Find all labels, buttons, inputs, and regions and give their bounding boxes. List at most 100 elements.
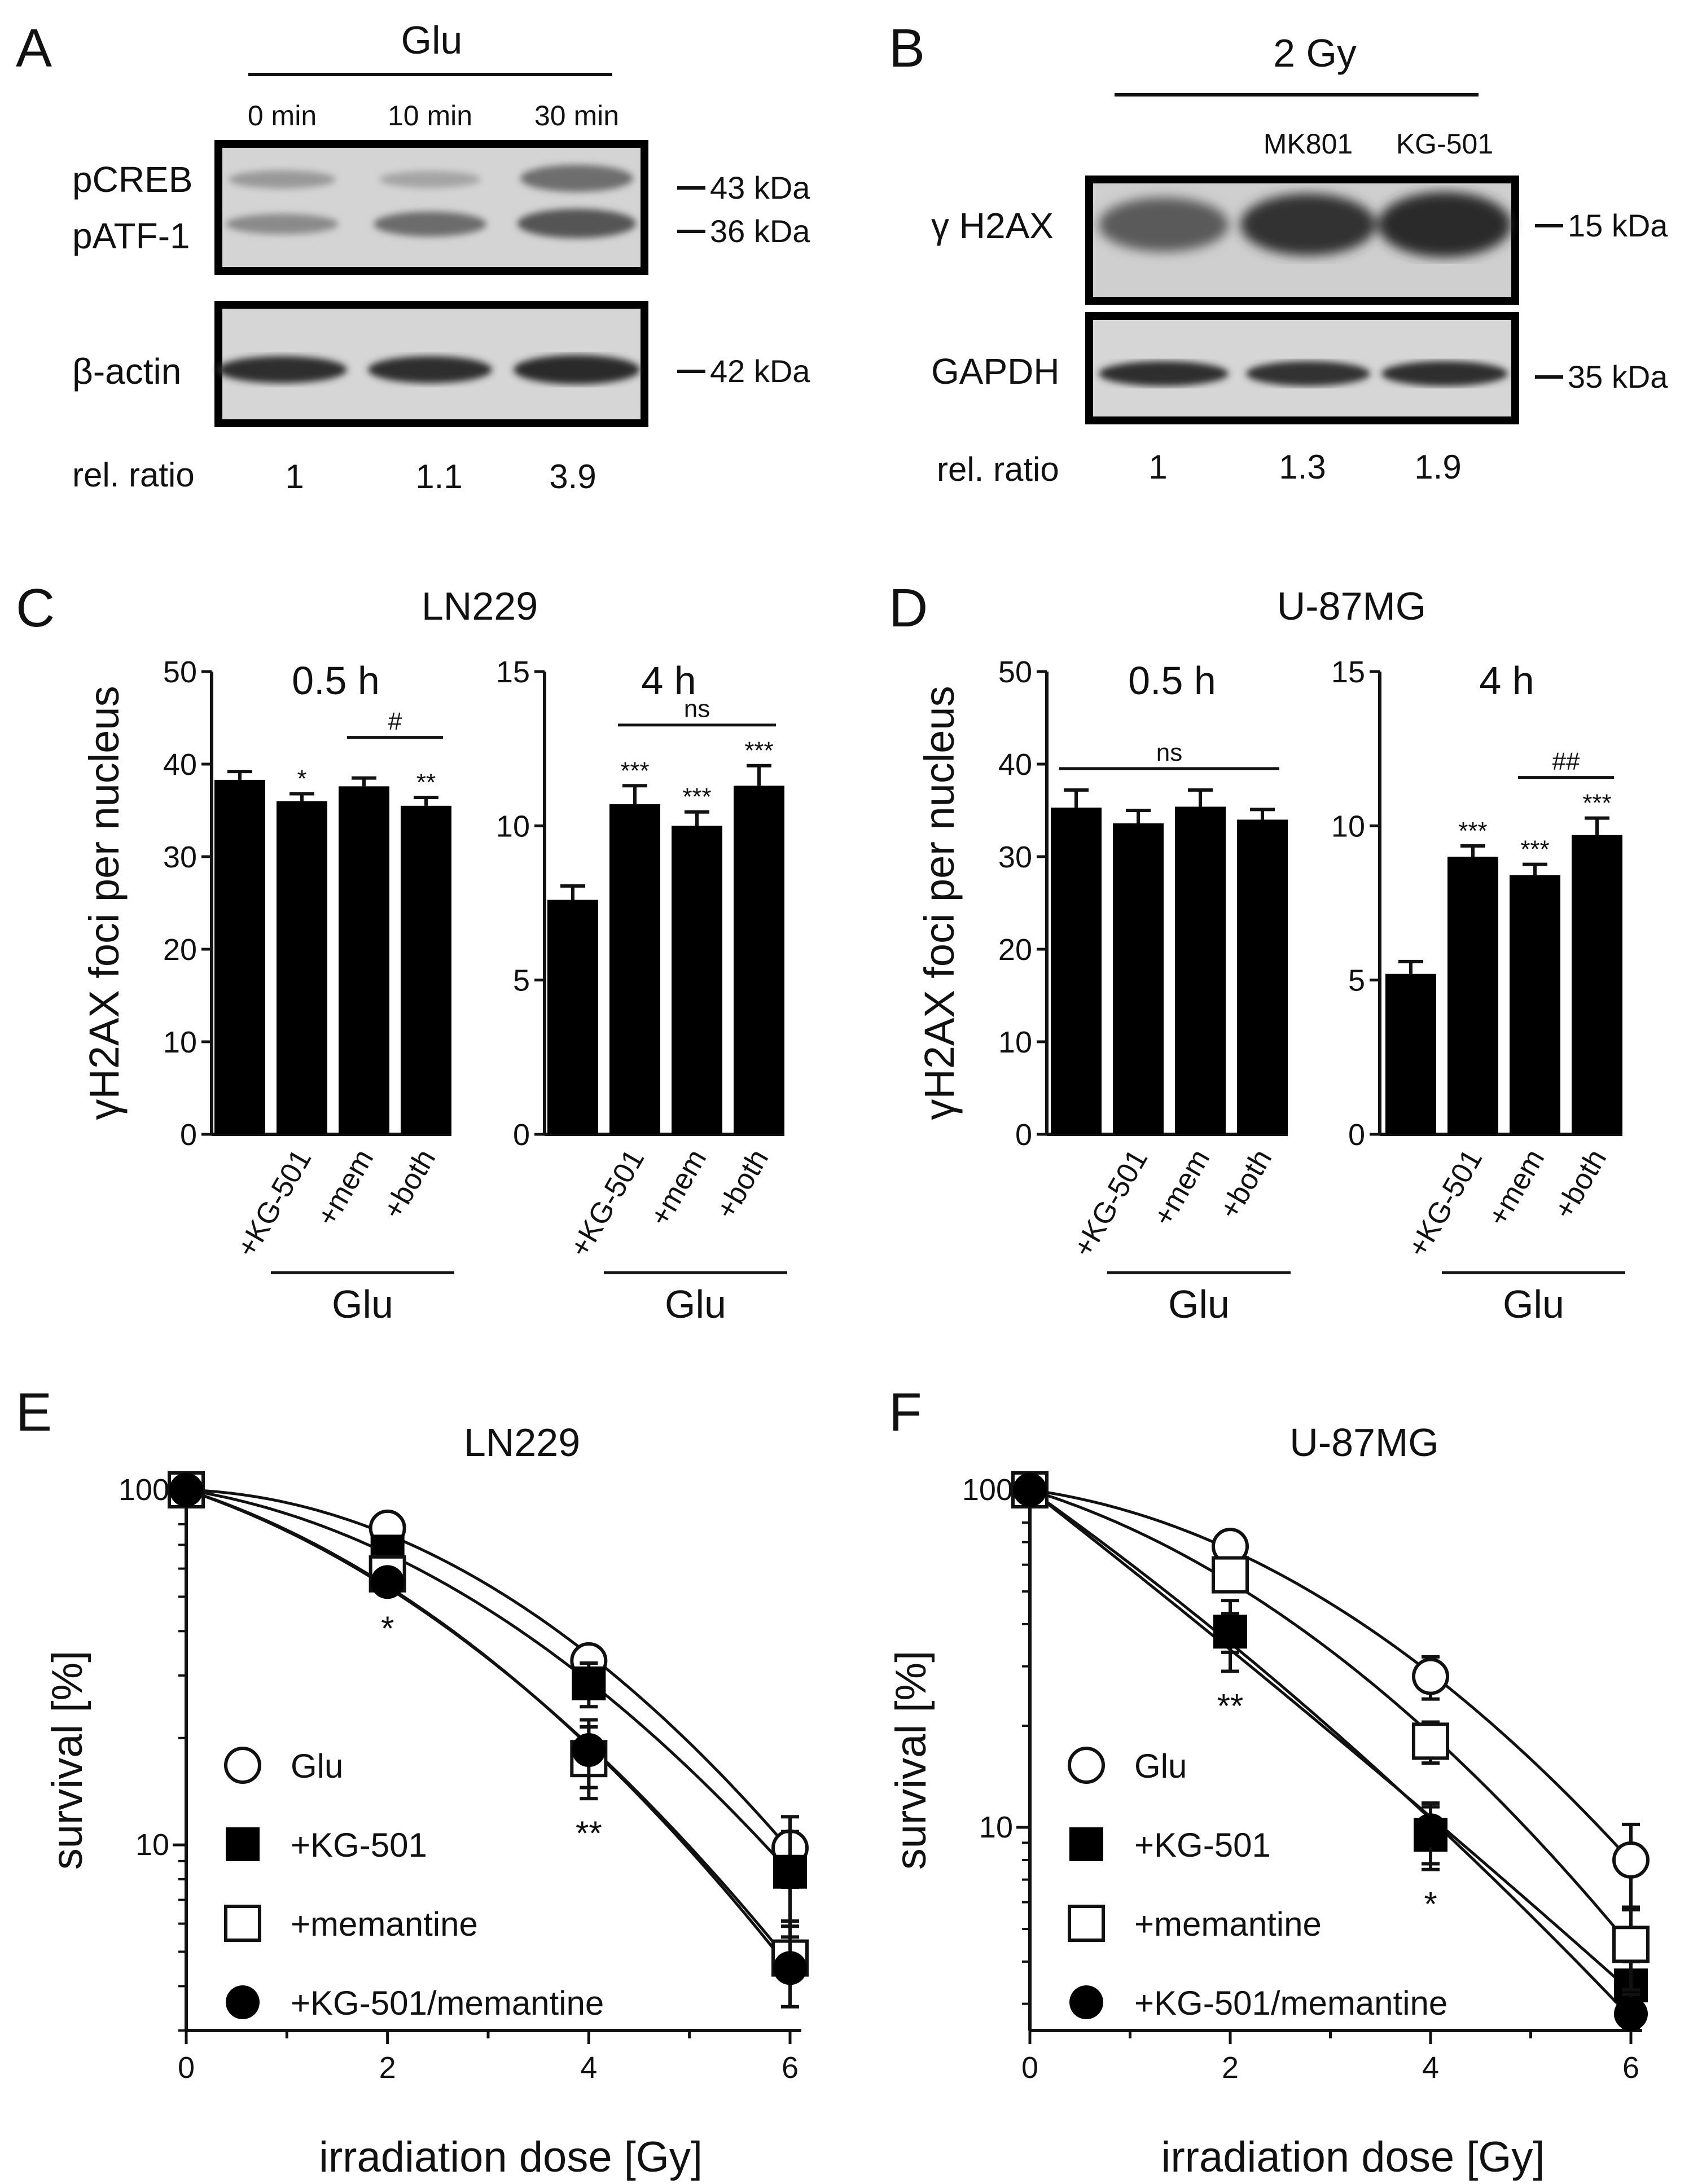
x-axis-label: irradiation dose [Gy] (319, 2133, 703, 2181)
x-tick-label: 0 (178, 2051, 195, 2085)
panel-letter-d: D (889, 578, 928, 638)
x-tick-label: 0 (1021, 2051, 1038, 2085)
x-category-label: +both (1213, 1144, 1278, 1225)
bar (277, 801, 327, 1134)
legend-label: Glu (291, 1747, 343, 1785)
legend-label: +memantine (1134, 1905, 1322, 1943)
legend-label: +KG-501/memantine (291, 1984, 604, 2022)
kda-marker: 42 kDa (710, 353, 810, 389)
marker-open-square (1412, 1722, 1449, 1760)
y-axis-label: γH2AX foci per nucleus (81, 686, 128, 1120)
lane-label: KG-501 (1396, 128, 1493, 160)
y-tick-label: 30 (163, 840, 197, 874)
chart-title: 0.5 h (1128, 659, 1216, 703)
panel-letter-a: A (16, 18, 52, 78)
x-tick-label: 2 (1222, 2051, 1239, 2085)
legend-label: +memantine (291, 1905, 478, 1943)
x-category-label: +mem (310, 1144, 380, 1231)
bar (1051, 808, 1102, 1134)
fit-curve (1029, 1489, 1632, 1993)
bar (1572, 835, 1622, 1134)
significance-mark: ** (416, 769, 436, 796)
marker-filled-circle (226, 1985, 260, 2019)
bar (1237, 819, 1288, 1134)
panel-b: B 2 Gy MK801 KG-501 γ H2AX 15 kDa GAPDH … (889, 18, 1668, 488)
y-tick-label: 10 (998, 1025, 1032, 1059)
blot-label: pATF-1 (72, 216, 190, 256)
bar-chart-c-0-5h: 0 10 20 30 40 50 0.5 h γH2AX foci per nucleus * +… (81, 655, 454, 1326)
marker-filled-circle (1213, 1615, 1247, 1649)
x-tick-label: 4 (580, 2051, 597, 2085)
ratio-value: 1.9 (1414, 448, 1461, 486)
y-tick-label: 30 (998, 840, 1032, 874)
panel-letter-b: B (889, 18, 925, 78)
marker-open-circle (224, 1747, 261, 1784)
x-category-label: +KG-501 (563, 1144, 651, 1263)
bracket-label: # (388, 708, 402, 735)
marker-open-square (1068, 1905, 1105, 1942)
marker-filled-circle (773, 1951, 807, 1985)
y-axis-label: survival [%] (887, 1651, 935, 1870)
fit-curve (186, 1488, 791, 1874)
kda-marker: 36 kDa (710, 213, 810, 249)
significance-mark: * (297, 765, 306, 792)
blot-bands (226, 165, 636, 238)
y-tick-label: 10 (135, 1828, 169, 1862)
bar (547, 900, 598, 1134)
x-category-label: +KG-501 (1401, 1144, 1489, 1263)
y-tick-label: 15 (1331, 655, 1365, 689)
x-category-label: +mem (643, 1144, 713, 1231)
x-tick-label: 6 (1622, 2051, 1639, 2085)
ratio-label: rel. ratio (72, 456, 195, 494)
bar (1510, 875, 1560, 1134)
lane-label: 10 min (388, 100, 472, 131)
bar (1385, 973, 1436, 1134)
ratio-value: 3.9 (549, 458, 596, 495)
panel-letter-c: C (16, 578, 55, 638)
chart-title: 0.5 h (292, 659, 380, 703)
significance-mark: * (1424, 1885, 1437, 1923)
legend-label: +KG-501 (1134, 1826, 1271, 1864)
marker-filled-circle (1414, 1813, 1447, 1848)
treatment-label-b: 2 Gy (1273, 31, 1357, 75)
blot-label: pCREB (72, 159, 192, 200)
y-tick-label: 10 (1331, 809, 1365, 843)
y-tick-label: 0 (180, 1118, 197, 1152)
x-category-label: +KG-501 (1067, 1144, 1154, 1263)
significance-mark: *** (744, 737, 773, 765)
blot-bands (1099, 192, 1511, 257)
bar (1447, 857, 1498, 1134)
bar (609, 804, 660, 1134)
y-tick-label: 40 (998, 748, 1032, 782)
marker-open-square (1612, 1926, 1650, 1963)
x-tick-label: 4 (1422, 2051, 1439, 2085)
survival-chart-e: 10 100 0 2 4 6 LN229 irradiation dose [Gy] survi… (43, 1420, 809, 2181)
y-tick-label: 100 (119, 1473, 169, 1507)
bar-chart-d-4h: 0 5 10 15 4 h *** +KG-501 *** +mem *** +both ## Glu (1331, 655, 1625, 1326)
ratio-value: 1.1 (415, 458, 462, 495)
fit-curve (186, 1488, 791, 1964)
panel-letter-f: F (889, 1382, 922, 1442)
y-tick-label: 0 (1348, 1118, 1365, 1152)
ratio-value: 1.3 (1279, 448, 1326, 486)
marker-open-circle (1612, 1841, 1650, 1879)
significance-mark: *** (1520, 836, 1549, 863)
treatment-label-a: Glu (401, 18, 463, 62)
marker-filled-circle (572, 1733, 606, 1768)
x-category-label: +both (376, 1144, 442, 1225)
blot-label: β-actin (72, 351, 181, 392)
bar (339, 786, 389, 1134)
y-tick-label: 10 (163, 1025, 197, 1059)
y-tick-label: 100 (962, 1473, 1013, 1507)
blot-label: γ H2AX (931, 205, 1054, 246)
lane-label: 0 min (248, 100, 317, 131)
y-axis-label: γH2AX foci per nucleus (916, 686, 963, 1120)
cell-line-title-c: LN229 (422, 584, 538, 628)
blot-bands (217, 355, 640, 384)
bar (214, 779, 265, 1134)
fit-curve (1029, 1488, 1632, 1948)
y-axis-label: survival [%] (43, 1651, 91, 1870)
marker-filled-square (1069, 1827, 1103, 1861)
panel-a: A Glu 0 min 10 min 30 min pCREB pATF-1 4… (16, 18, 810, 495)
fit-curve (1029, 1488, 1632, 1862)
